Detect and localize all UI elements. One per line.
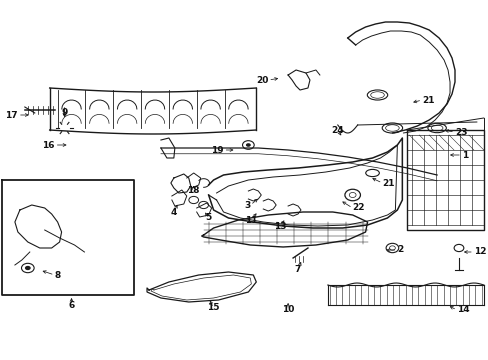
- Text: 23: 23: [454, 127, 467, 136]
- Text: 20: 20: [255, 76, 268, 85]
- Text: 21: 21: [421, 95, 434, 104]
- Text: 18: 18: [187, 185, 200, 194]
- Text: 21: 21: [382, 179, 394, 188]
- Circle shape: [25, 266, 31, 270]
- Text: 10: 10: [282, 306, 294, 315]
- Text: 7: 7: [294, 266, 301, 275]
- Text: 24: 24: [331, 126, 344, 135]
- Text: 5: 5: [205, 213, 211, 222]
- Text: 11: 11: [244, 216, 257, 225]
- Text: 17: 17: [5, 111, 18, 120]
- Text: 2: 2: [397, 246, 403, 255]
- Text: 19: 19: [210, 145, 223, 154]
- Text: 9: 9: [61, 108, 68, 117]
- Text: 3: 3: [244, 201, 250, 210]
- Text: 6: 6: [68, 301, 75, 310]
- Text: 14: 14: [456, 306, 468, 315]
- Text: 4: 4: [170, 207, 177, 216]
- Text: 16: 16: [42, 140, 55, 149]
- Text: 8: 8: [55, 270, 61, 279]
- Text: 22: 22: [352, 203, 365, 212]
- Circle shape: [245, 143, 250, 147]
- Text: 12: 12: [473, 248, 486, 256]
- Text: 15: 15: [207, 303, 220, 312]
- Text: 1: 1: [461, 150, 467, 159]
- Text: 13: 13: [273, 221, 286, 230]
